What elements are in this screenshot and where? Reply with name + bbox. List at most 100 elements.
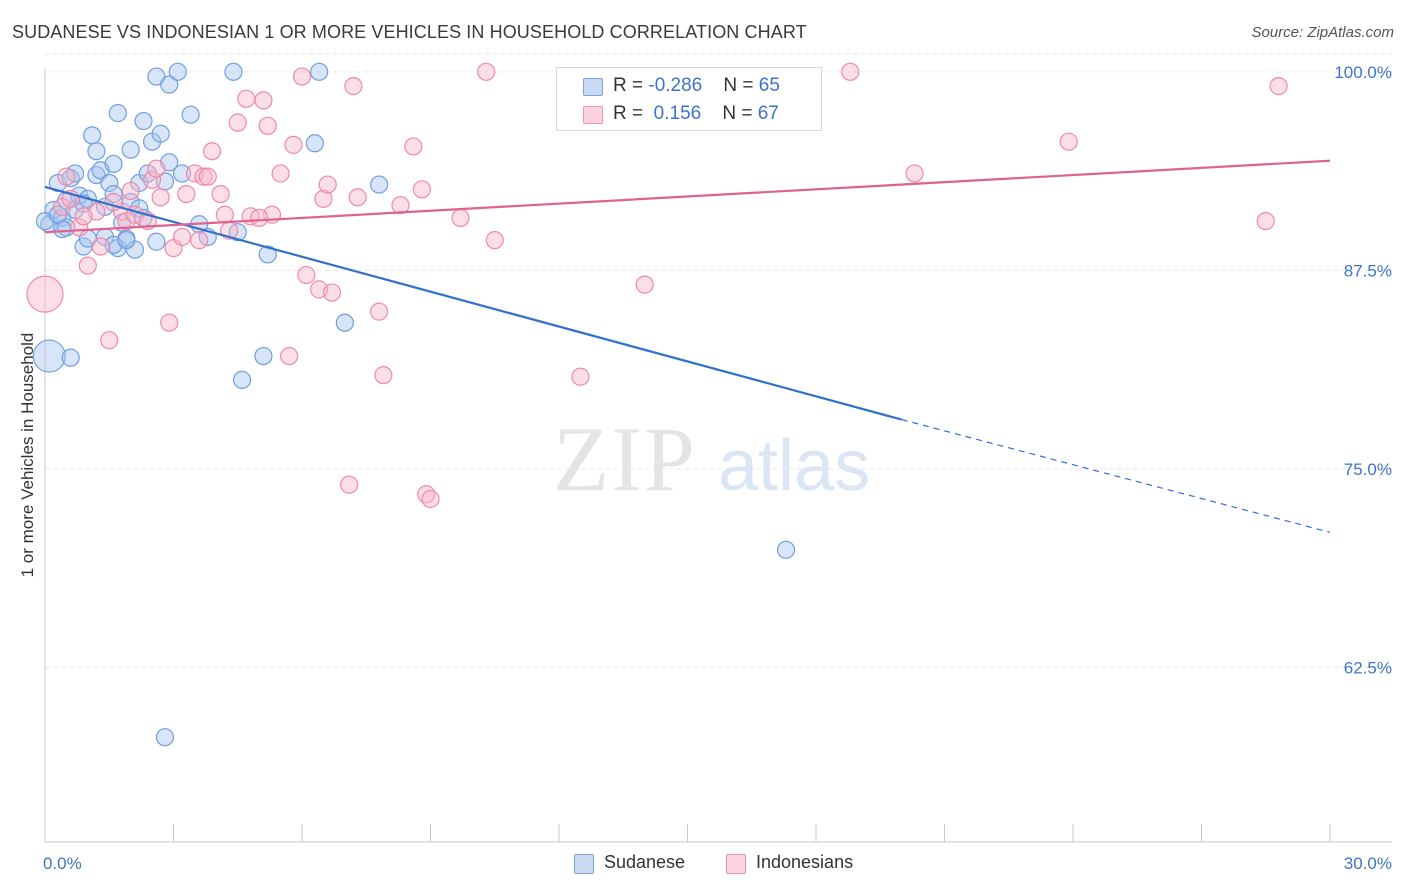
data-point (32, 339, 66, 373)
x-tick-label-min: 0.0% (43, 854, 82, 873)
data-point (485, 231, 504, 250)
data-point (1059, 132, 1078, 151)
data-point (83, 126, 102, 145)
data-point (421, 489, 440, 509)
data-point (254, 91, 273, 110)
grid-lines (45, 53, 1392, 668)
data-point (451, 208, 470, 228)
legend-n-value: 65 (758, 75, 780, 96)
data-point (215, 205, 234, 224)
data-point (147, 232, 166, 251)
data-point (91, 237, 110, 256)
legend-n-label: N = (722, 103, 758, 124)
trend-line-indonesians (44, 159, 1331, 234)
legend-swatch-sudanese (583, 78, 603, 96)
tick-labels: 62.5% 75.0% 87.5% 100.0% 0.0% 30.0% (43, 63, 1392, 873)
trend-lines (44, 159, 1331, 533)
data-point (271, 164, 290, 183)
y-tick-label: 87.5% (1344, 261, 1392, 280)
data-point (78, 256, 97, 275)
data-point (87, 142, 106, 161)
data-point (905, 164, 924, 183)
legend-n-label: N = (723, 75, 759, 96)
data-point (228, 113, 247, 132)
data-point (134, 111, 153, 131)
data-point (348, 188, 367, 207)
legend-r-value: 0.156 (648, 103, 702, 124)
y-tick-label: 100.0% (1334, 63, 1392, 82)
data-point (181, 105, 200, 124)
data-point (194, 167, 213, 186)
data-point (391, 196, 410, 215)
data-point (370, 175, 389, 194)
data-point (335, 313, 354, 332)
data-point (314, 189, 333, 208)
data-point (121, 140, 140, 159)
data-point (198, 167, 217, 186)
legend-r-label: R = (613, 75, 649, 96)
data-point (841, 62, 860, 81)
data-point (177, 184, 196, 204)
legend-r-label: R = (613, 103, 649, 124)
data-point (477, 62, 496, 81)
data-point (310, 62, 329, 81)
data-point (237, 89, 256, 108)
axes (44, 68, 1392, 843)
data-point (1269, 77, 1288, 96)
data-point (412, 180, 432, 199)
watermark-atlas: atlas (718, 426, 870, 506)
data-point (74, 207, 93, 226)
data-point (104, 154, 123, 174)
data-point (190, 231, 209, 250)
data-point (370, 302, 389, 321)
data-point (280, 346, 299, 366)
data-point (297, 265, 316, 285)
data-point (155, 728, 175, 747)
data-points (26, 62, 1288, 747)
legend-swatch-indonesians (583, 106, 603, 124)
data-point (232, 370, 252, 389)
legend-n-value: 67 (757, 103, 779, 124)
bottom-legend-swatch-indonesians (726, 854, 746, 874)
data-point (172, 227, 192, 247)
legend-r-value: -0.286 (648, 75, 703, 96)
data-point (254, 346, 273, 366)
source-label: Source: ZipAtlas.com (1251, 24, 1394, 41)
bottom-legend-label-sudanese: Sudanese (604, 852, 686, 872)
legend-row-indonesians: R = 0.156 N = 67 (557, 100, 821, 128)
data-point (57, 167, 76, 186)
data-point (344, 77, 363, 96)
series-sudanese (32, 62, 796, 747)
x-tick-label-max: 30.0% (1344, 854, 1392, 873)
trend-line-sudanese (44, 185, 902, 421)
data-point (100, 331, 119, 350)
data-point (224, 62, 243, 81)
trend-extension-sudanese (901, 419, 1331, 533)
data-point (374, 366, 393, 385)
data-point (404, 137, 423, 156)
data-point (160, 75, 179, 94)
data-point (61, 348, 80, 367)
bottom-legend-swatch-sudanese (574, 854, 594, 874)
legend-row-sudanese: R = -0.286 N = 65 (557, 72, 821, 100)
stats-legend: R = -0.286 N = 65 R = 0.156 N = 67 (556, 67, 822, 131)
data-point (202, 142, 222, 161)
bottom-legend-label-indonesians: Indonesians (756, 852, 854, 872)
data-point (211, 184, 230, 204)
data-point (258, 116, 277, 135)
data-point (168, 62, 187, 81)
data-point (322, 283, 342, 302)
y-tick-label: 75.0% (1344, 460, 1392, 479)
data-point (776, 540, 796, 559)
data-point (172, 164, 192, 183)
data-point (108, 104, 127, 123)
data-point (147, 159, 166, 178)
data-point (26, 275, 64, 313)
data-point (258, 245, 277, 264)
data-point (160, 313, 179, 332)
y-tick-label: 62.5% (1344, 658, 1392, 677)
data-point (151, 188, 170, 207)
data-point (318, 175, 337, 194)
data-point (250, 208, 269, 228)
